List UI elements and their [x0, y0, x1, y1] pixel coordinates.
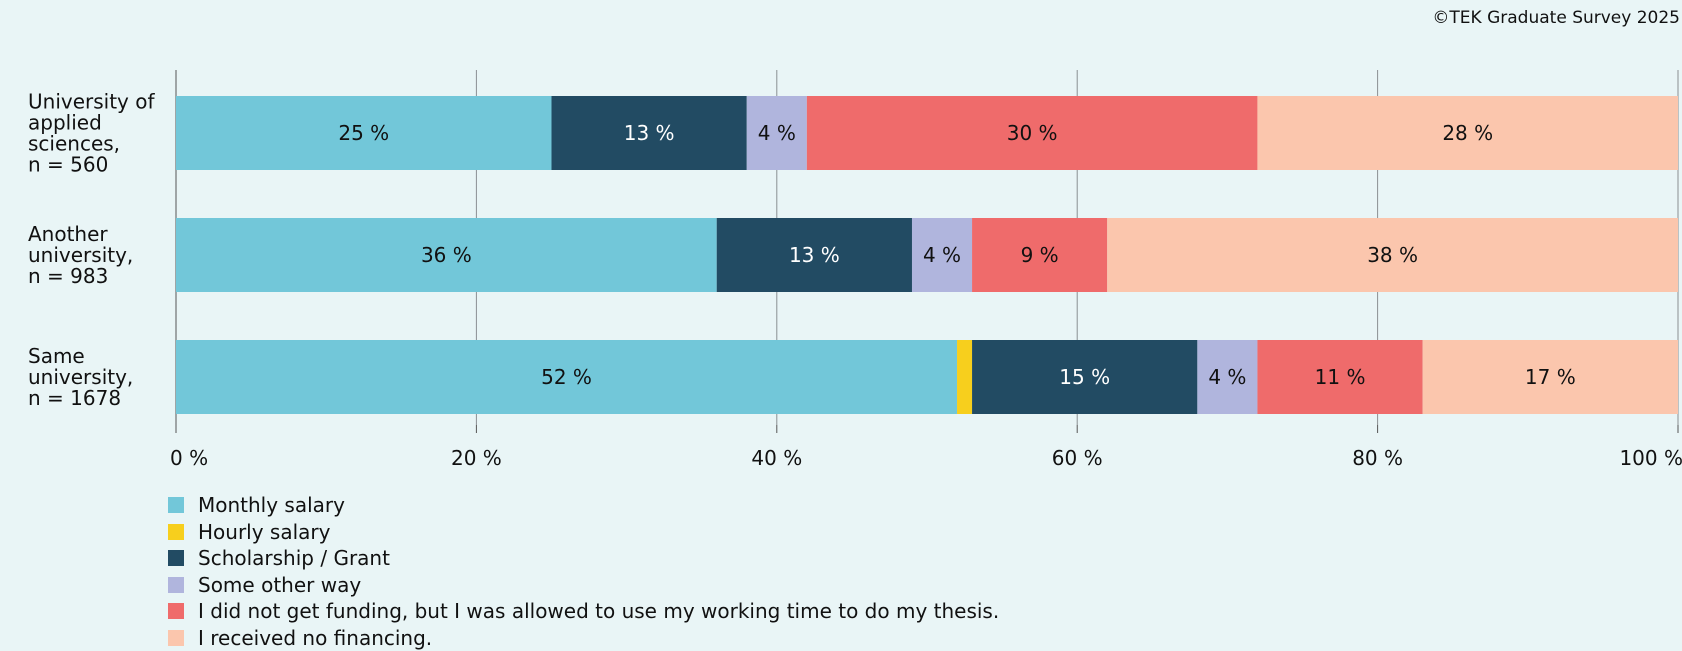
x-tick-label: 20 %	[451, 446, 502, 470]
x-tick-label: 0 %	[170, 446, 208, 470]
data-label: 4 %	[1208, 365, 1246, 389]
data-label: 36 %	[421, 243, 472, 267]
legend-label: Some other way	[198, 573, 361, 597]
bar-segment	[957, 340, 972, 414]
legend-item: I received no financing.	[168, 625, 999, 651]
data-label: 13 %	[624, 121, 675, 145]
legend-swatch	[168, 550, 184, 566]
category-label-line: n = 1678	[28, 386, 121, 410]
legend-label: I received no financing.	[198, 626, 432, 650]
data-label: 9 %	[1021, 243, 1059, 267]
x-tick-label: 100 %	[1619, 446, 1682, 470]
legend-swatch	[168, 603, 184, 619]
stacked-bar-chart: 0 % 20 % 40 % 60 % 80 % 100 % 25 % 13 % 4 % 30 % 2…	[0, 0, 1682, 470]
data-label: 11 %	[1315, 365, 1366, 389]
data-label: 13 %	[789, 243, 840, 267]
legend-swatch	[168, 524, 184, 540]
legend-label: Hourly salary	[198, 520, 330, 544]
x-tick-label: 60 %	[1052, 446, 1103, 470]
legend-item: Some other way	[168, 572, 999, 599]
legend-label: Scholarship / Grant	[198, 546, 390, 570]
x-tick-label: 40 %	[751, 446, 802, 470]
category-label-line: n = 983	[28, 264, 108, 288]
data-label: 4 %	[923, 243, 961, 267]
legend-item: Scholarship / Grant	[168, 545, 999, 572]
data-label: 15 %	[1059, 365, 1110, 389]
x-tick-label: 80 %	[1352, 446, 1403, 470]
category-label-line: n = 560	[28, 153, 108, 177]
legend-item: Monthly salary	[168, 492, 999, 519]
data-label: 38 %	[1367, 243, 1418, 267]
data-label: 52 %	[541, 365, 592, 389]
data-label: 17 %	[1525, 365, 1576, 389]
legend-swatch	[168, 497, 184, 513]
legend-label: I did not get funding, but I was allowed…	[198, 599, 999, 623]
legend-item: Hourly salary	[168, 519, 999, 546]
legend-swatch	[168, 577, 184, 593]
data-label: 28 %	[1442, 121, 1493, 145]
data-label: 25 %	[338, 121, 389, 145]
legend-swatch	[168, 630, 184, 646]
legend-item: I did not get funding, but I was allowed…	[168, 598, 999, 625]
data-label: 4 %	[758, 121, 796, 145]
legend-label: Monthly salary	[198, 493, 345, 517]
data-label: 30 %	[1007, 121, 1058, 145]
